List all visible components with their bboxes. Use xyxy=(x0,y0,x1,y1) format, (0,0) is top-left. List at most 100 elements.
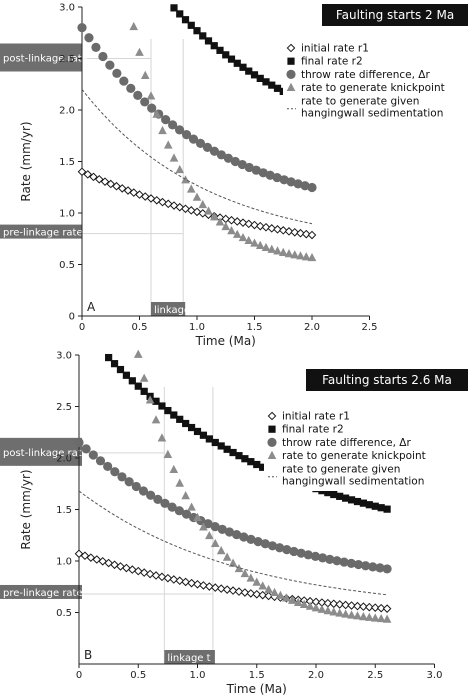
data-point xyxy=(261,222,271,232)
legend-marker xyxy=(286,69,296,79)
data-point xyxy=(174,125,185,135)
data-point xyxy=(382,614,392,623)
linkage-t-box xyxy=(164,650,215,664)
x-axis-label: Time (Ma) xyxy=(226,682,287,696)
data-point xyxy=(124,477,134,487)
data-point xyxy=(210,538,220,548)
data-point xyxy=(158,125,167,135)
data-point xyxy=(310,551,321,561)
data-point xyxy=(199,32,207,40)
data-point xyxy=(293,597,303,607)
data-point xyxy=(128,565,137,574)
data-point xyxy=(300,181,310,191)
data-point xyxy=(105,60,115,70)
data-point xyxy=(222,51,230,59)
data-point xyxy=(110,560,119,570)
data-point xyxy=(98,51,108,62)
data-point xyxy=(244,235,254,245)
data-point xyxy=(77,167,87,177)
data-point xyxy=(215,217,225,226)
data-point xyxy=(181,175,190,184)
data-point xyxy=(168,120,178,130)
linkage-t-label: linkage t xyxy=(167,653,210,664)
legend-label-line: rate to generate given xyxy=(301,95,419,107)
x-tick-label: 1.5 xyxy=(247,322,263,333)
data-point xyxy=(126,83,136,94)
data-point xyxy=(240,568,250,578)
panel-label: A xyxy=(87,300,96,314)
sedimentation-rate-line xyxy=(81,89,313,225)
data-point xyxy=(317,604,327,613)
data-point xyxy=(145,395,155,404)
data-point xyxy=(305,601,315,610)
y-tick-label: 2.5 xyxy=(59,54,75,65)
data-point xyxy=(199,522,208,531)
data-point xyxy=(286,177,296,187)
x-tick-label: 1.0 xyxy=(190,670,206,681)
data-point xyxy=(152,397,160,405)
data-point xyxy=(133,349,143,358)
post-linkage-rate-label: post-linkage rate xyxy=(3,54,88,65)
data-point xyxy=(205,582,214,591)
data-point xyxy=(83,170,93,179)
data-point xyxy=(181,577,190,587)
data-point xyxy=(187,578,196,588)
data-point xyxy=(112,181,121,191)
data-point xyxy=(282,593,291,602)
data-point xyxy=(237,159,247,170)
data-point xyxy=(100,177,110,186)
data-point xyxy=(163,449,173,459)
data-point xyxy=(245,67,253,75)
data-point xyxy=(258,168,268,178)
legend-label: rate to generate knickpoint xyxy=(301,82,445,94)
data-point xyxy=(347,496,356,504)
data-point xyxy=(151,415,161,424)
chart-panel: post-linkage rate pre-linkage rate linkage… xyxy=(0,3,473,348)
data-point xyxy=(205,435,213,443)
data-point xyxy=(323,606,333,615)
data-point xyxy=(336,492,344,500)
data-point xyxy=(110,467,120,477)
post-linkage-rate-label: post-linkage rate xyxy=(3,448,88,459)
data-point xyxy=(169,464,179,474)
legend-marker xyxy=(267,411,277,421)
legend-label: final rate r2 xyxy=(282,424,344,436)
data-point xyxy=(359,612,368,621)
legend-label: throw rate difference, Δr xyxy=(301,69,430,81)
legend-label-line: rate to generate given xyxy=(282,463,400,475)
data-point xyxy=(246,573,256,582)
chart-panel: post-linkage rate pre-linkage rate linkage… xyxy=(0,349,474,696)
x-tick-label: 0 xyxy=(79,322,85,333)
data-point xyxy=(77,23,87,33)
data-point xyxy=(216,584,226,593)
data-point xyxy=(246,589,256,598)
x-tick-label: 2.0 xyxy=(308,670,324,681)
data-point xyxy=(227,215,236,225)
data-point xyxy=(244,162,254,173)
data-point xyxy=(324,489,332,497)
legend-label: final rate r2 xyxy=(301,56,363,68)
data-point xyxy=(170,4,178,12)
data-point xyxy=(112,68,122,78)
data-point xyxy=(365,501,373,509)
data-point xyxy=(382,604,392,613)
data-point xyxy=(279,175,289,185)
data-point xyxy=(224,527,235,537)
y-tick-label: 1.5 xyxy=(59,157,75,168)
data-point xyxy=(241,455,249,463)
data-point xyxy=(157,572,167,582)
legend-marker xyxy=(267,450,277,459)
data-point xyxy=(175,576,185,586)
data-point xyxy=(252,577,262,586)
data-point xyxy=(205,530,214,540)
data-point xyxy=(335,608,344,617)
data-series xyxy=(78,490,388,596)
data-point xyxy=(371,502,379,510)
pre-linkage-rate-label: pre-linkage rate xyxy=(3,228,83,239)
data-point xyxy=(193,512,202,522)
y-tick-label: 2.0 xyxy=(59,106,75,117)
data-point xyxy=(181,130,192,140)
data-series xyxy=(77,23,317,193)
data-point xyxy=(139,373,149,382)
